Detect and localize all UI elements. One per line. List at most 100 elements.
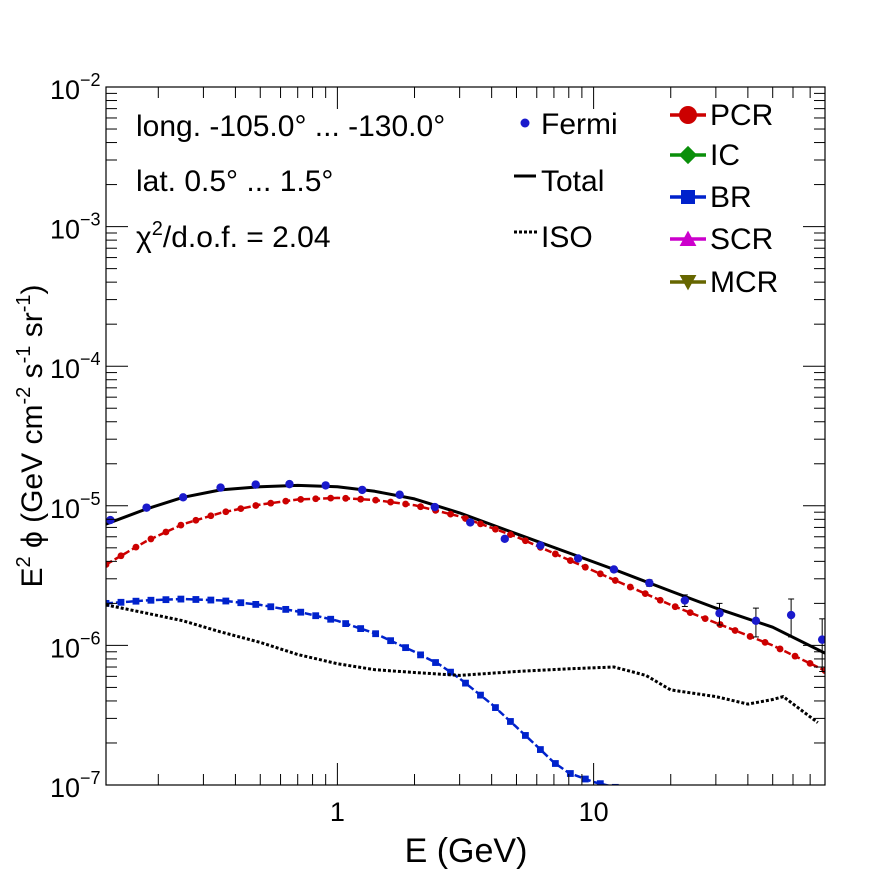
fermi-point bbox=[430, 502, 440, 512]
legend: Fermi Total ISO PCR IC BR SCR MCR bbox=[514, 99, 778, 299]
legend-label: PCR bbox=[710, 99, 773, 132]
pcr-marker bbox=[237, 505, 245, 513]
pcr-marker bbox=[106, 561, 110, 568]
pcr-marker bbox=[507, 531, 514, 539]
br-marker bbox=[507, 718, 514, 725]
fermi-point bbox=[609, 565, 619, 574]
legend-marker bbox=[679, 230, 697, 246]
fermi-point bbox=[285, 479, 294, 489]
legend-label: SCR bbox=[710, 223, 773, 256]
fermi-point bbox=[817, 635, 825, 644]
br-marker bbox=[566, 770, 574, 777]
br-marker bbox=[342, 620, 350, 627]
fermi-point bbox=[358, 485, 367, 495]
fermi-point bbox=[466, 518, 475, 527]
br-marker bbox=[387, 637, 395, 645]
br-marker bbox=[207, 596, 215, 604]
pcr-marker bbox=[207, 512, 215, 520]
pcr-marker bbox=[132, 543, 140, 551]
fermi-point bbox=[395, 490, 404, 499]
br-marker bbox=[177, 595, 185, 603]
pcr-marker bbox=[477, 520, 484, 528]
pcr-marker bbox=[312, 495, 320, 503]
legend-label: Fermi bbox=[541, 108, 618, 141]
br-marker bbox=[267, 603, 275, 611]
br-marker bbox=[117, 598, 125, 606]
pcr-marker bbox=[626, 583, 634, 591]
pcr-marker bbox=[701, 615, 709, 623]
pcr-marker bbox=[551, 550, 559, 558]
series-pcr bbox=[106, 494, 825, 674]
pcr-marker bbox=[731, 627, 739, 634]
longitude-range: long. -105.0° ... -130.0° bbox=[136, 110, 445, 143]
y-tick-label: 10−2 bbox=[50, 70, 101, 105]
fermi-point bbox=[536, 541, 545, 550]
br-marker bbox=[596, 780, 604, 785]
fermi-point bbox=[751, 616, 761, 626]
axis-layer: 1 10 10−7 10−6 10−5 10−4 10−3 10−2 bbox=[50, 70, 826, 827]
pcr-marker bbox=[402, 500, 409, 508]
br-marker bbox=[432, 659, 439, 666]
y-tick-label: 10−5 bbox=[50, 489, 101, 524]
legend-item-ic: IC bbox=[670, 139, 740, 172]
fermi-point bbox=[573, 554, 583, 563]
pcr-marker bbox=[342, 494, 350, 502]
br-marker bbox=[192, 596, 200, 603]
br-marker bbox=[447, 668, 454, 676]
x-tick-label: 1 bbox=[330, 797, 345, 827]
pcr-marker bbox=[222, 508, 230, 516]
pcr-marker bbox=[686, 609, 694, 617]
pcr-marker bbox=[791, 652, 799, 660]
pcr-marker bbox=[252, 502, 260, 509]
fermi-point bbox=[715, 609, 724, 618]
pcr-marker bbox=[611, 577, 619, 584]
pcr-marker bbox=[282, 497, 290, 505]
br-marker bbox=[327, 615, 335, 623]
fermi-point bbox=[106, 515, 115, 525]
svg-text:E2 ϕ (GeV cm-2 s-1 sr-1): E2 ϕ (GeV cm-2 s-1 sr-1) bbox=[13, 284, 49, 587]
br-marker bbox=[581, 775, 589, 783]
plot-frame bbox=[105, 86, 826, 786]
plot-area bbox=[106, 479, 825, 785]
fermi-point bbox=[216, 483, 225, 492]
fermi-point bbox=[251, 480, 260, 489]
br-marker bbox=[222, 597, 230, 605]
br-marker bbox=[372, 630, 380, 638]
pcr-marker bbox=[177, 521, 185, 529]
br-marker bbox=[312, 612, 320, 620]
series-fermi bbox=[106, 479, 825, 673]
iso-line bbox=[106, 603, 819, 724]
br-marker bbox=[492, 704, 499, 711]
series-br bbox=[106, 595, 619, 785]
legend-item-scr: SCR bbox=[670, 223, 773, 256]
legend-marker bbox=[678, 145, 698, 165]
pcr-marker bbox=[297, 495, 305, 503]
legend-item-total: Total bbox=[514, 165, 604, 198]
pcr-marker bbox=[147, 535, 155, 543]
latitude-range: lat. 0.5° ... 1.5° bbox=[136, 165, 333, 198]
pcr-marker bbox=[671, 603, 679, 611]
br-marker bbox=[147, 596, 155, 604]
pcr-marker bbox=[387, 498, 395, 506]
x-axis-label: E (GeV) bbox=[405, 832, 528, 870]
pcr-marker bbox=[746, 633, 754, 640]
pcr-marker bbox=[192, 516, 200, 524]
br-marker bbox=[462, 679, 469, 687]
fermi-point bbox=[680, 596, 690, 605]
y-tick-label: 10−4 bbox=[50, 349, 101, 384]
pcr-marker bbox=[776, 645, 784, 653]
br-marker bbox=[252, 601, 260, 608]
fermi-point bbox=[321, 481, 330, 490]
pcr-marker bbox=[581, 563, 589, 571]
legend-marker bbox=[681, 190, 695, 204]
br-marker bbox=[477, 691, 484, 699]
legend-label: Total bbox=[541, 165, 604, 198]
y-tick-label: 10−6 bbox=[50, 628, 101, 663]
legend-item-fermi: Fermi bbox=[520, 108, 618, 141]
pcr-marker bbox=[162, 528, 170, 536]
pcr-marker bbox=[596, 570, 604, 578]
legend-item-br: BR bbox=[670, 181, 752, 214]
fermi-point bbox=[645, 578, 654, 588]
